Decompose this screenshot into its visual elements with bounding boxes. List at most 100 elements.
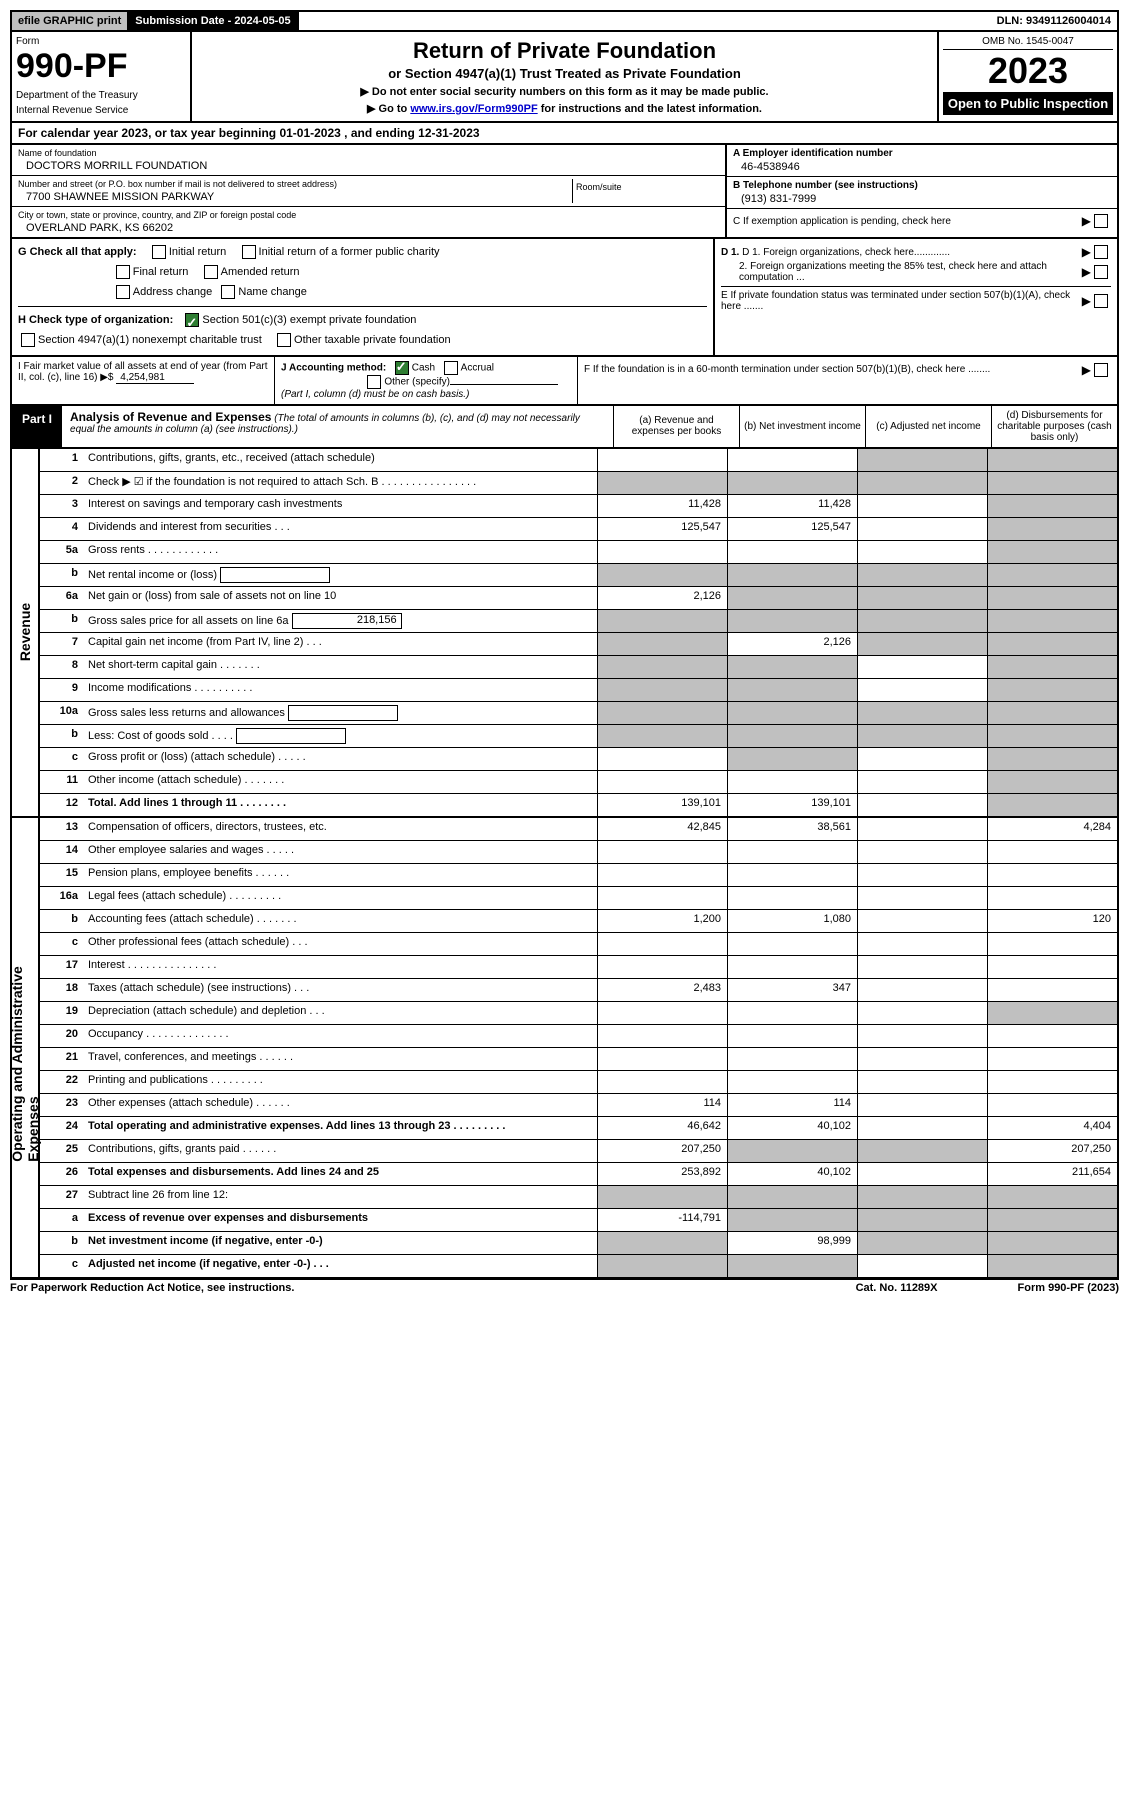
accrual-chk[interactable]	[444, 361, 458, 375]
table-cell	[597, 1025, 727, 1047]
table-cell	[987, 1209, 1117, 1231]
table-cell: 125,547	[727, 518, 857, 540]
table-row: 14Other employee salaries and wages . . …	[40, 841, 1117, 864]
table-cell	[857, 472, 987, 494]
table-cell	[987, 956, 1117, 978]
submission-date: Submission Date - 2024-05-05	[129, 12, 298, 30]
table-row: cAdjusted net income (if negative, enter…	[40, 1255, 1117, 1277]
4947-chk[interactable]	[21, 333, 35, 347]
table-cell	[987, 841, 1117, 863]
row-num: 10a	[40, 702, 84, 724]
d1-label: D 1. Foreign organizations, check here..…	[742, 247, 950, 258]
calendar-year-row: For calendar year 2023, or tax year begi…	[10, 123, 1119, 145]
table-cell: 42,845	[597, 818, 727, 840]
table-cell	[857, 910, 987, 932]
table-cell	[727, 748, 857, 770]
row-desc: Depreciation (attach schedule) and deple…	[84, 1002, 597, 1024]
table-row: 1Contributions, gifts, grants, etc., rec…	[40, 449, 1117, 472]
row-desc: Adjusted net income (if negative, enter …	[84, 1255, 597, 1277]
row-desc: Contributions, gifts, grants paid . . . …	[84, 1140, 597, 1162]
table-cell	[597, 1048, 727, 1070]
table-cell	[597, 1071, 727, 1093]
row-desc: Excess of revenue over expenses and disb…	[84, 1209, 597, 1231]
other-method-chk[interactable]	[367, 375, 381, 389]
addr-label: Number and street (or P.O. box number if…	[18, 179, 572, 189]
cash-chk[interactable]	[395, 361, 409, 375]
row-desc: Subtract line 26 from line 12:	[84, 1186, 597, 1208]
initial-former-chk[interactable]	[242, 245, 256, 259]
exemption-label: C If exemption application is pending, c…	[733, 216, 1082, 227]
501c3-chk[interactable]	[185, 313, 199, 327]
row-num: 3	[40, 495, 84, 517]
table-cell: 2,126	[727, 633, 857, 655]
row-desc: Accounting fees (attach schedule) . . . …	[84, 910, 597, 932]
table-row: 24Total operating and administrative exp…	[40, 1117, 1117, 1140]
table-cell	[857, 933, 987, 955]
table-row: 2Check ▶ ☑ if the foundation is not requ…	[40, 472, 1117, 495]
table-cell	[857, 1209, 987, 1231]
table-cell: 207,250	[987, 1140, 1117, 1162]
row-desc: Gross rents . . . . . . . . . . . .	[84, 541, 597, 563]
row-desc: Taxes (attach schedule) (see instruction…	[84, 979, 597, 1001]
exemption-checkbox[interactable]	[1094, 214, 1108, 228]
checks-g-d: G Check all that apply: Initial return I…	[10, 239, 1119, 357]
table-cell	[597, 1255, 727, 1277]
efile-label: efile GRAPHIC print	[12, 12, 129, 30]
row-num: 18	[40, 979, 84, 1001]
table-cell	[597, 1186, 727, 1208]
table-cell	[987, 495, 1117, 517]
table-cell	[857, 956, 987, 978]
address: 7700 SHAWNEE MISSION PARKWAY	[18, 189, 572, 203]
amended-chk[interactable]	[204, 265, 218, 279]
table-cell: 38,561	[727, 818, 857, 840]
row-num: a	[40, 1209, 84, 1231]
table-row: 20Occupancy . . . . . . . . . . . . . .	[40, 1025, 1117, 1048]
final-return-chk[interactable]	[116, 265, 130, 279]
address-change-chk[interactable]	[116, 285, 130, 299]
f-chk[interactable]	[1094, 363, 1108, 377]
table-cell	[987, 933, 1117, 955]
row-desc: Interest . . . . . . . . . . . . . . .	[84, 956, 597, 978]
table-cell	[597, 748, 727, 770]
table-cell	[597, 1232, 727, 1254]
table-cell: 114	[727, 1094, 857, 1116]
table-cell	[987, 1002, 1117, 1024]
table-cell	[857, 887, 987, 909]
e-chk[interactable]	[1094, 294, 1108, 308]
footer-cat: Cat. No. 11289X	[856, 1282, 938, 1294]
table-cell	[727, 1002, 857, 1024]
table-cell	[987, 1025, 1117, 1047]
table-cell	[987, 449, 1117, 471]
table-cell	[727, 472, 857, 494]
d1-chk[interactable]	[1094, 245, 1108, 259]
row-desc: Other income (attach schedule) . . . . .…	[84, 771, 597, 793]
table-cell	[727, 702, 857, 724]
table-cell: 139,101	[727, 794, 857, 816]
table-cell	[857, 841, 987, 863]
table-row: 15Pension plans, employee benefits . . .…	[40, 864, 1117, 887]
name-change-chk[interactable]	[221, 285, 235, 299]
row-num: 24	[40, 1117, 84, 1139]
other-taxable-chk[interactable]	[277, 333, 291, 347]
irs-link[interactable]: www.irs.gov/Form990PF	[410, 103, 537, 115]
row-desc: Capital gain net income (from Part IV, l…	[84, 633, 597, 655]
table-cell	[987, 472, 1117, 494]
row-num: c	[40, 933, 84, 955]
table-cell	[857, 1048, 987, 1070]
table-cell	[857, 1186, 987, 1208]
row-num: 21	[40, 1048, 84, 1070]
table-cell: 40,102	[727, 1117, 857, 1139]
table-cell	[857, 518, 987, 540]
d2-chk[interactable]	[1094, 265, 1108, 279]
row-num: 20	[40, 1025, 84, 1047]
table-cell	[987, 518, 1117, 540]
identity-block: Name of foundation DOCTORS MORRILL FOUND…	[10, 145, 1119, 239]
col-b-hdr: (b) Net investment income	[740, 406, 866, 447]
table-row: 18Taxes (attach schedule) (see instructi…	[40, 979, 1117, 1002]
j-label: J Accounting method:	[281, 363, 386, 374]
part1-header: Part I Analysis of Revenue and Expenses …	[10, 406, 1119, 449]
form-title: Return of Private Foundation	[202, 38, 927, 64]
table-row: bLess: Cost of goods sold . . . .	[40, 725, 1117, 748]
initial-return-chk[interactable]	[152, 245, 166, 259]
table-cell	[857, 564, 987, 586]
